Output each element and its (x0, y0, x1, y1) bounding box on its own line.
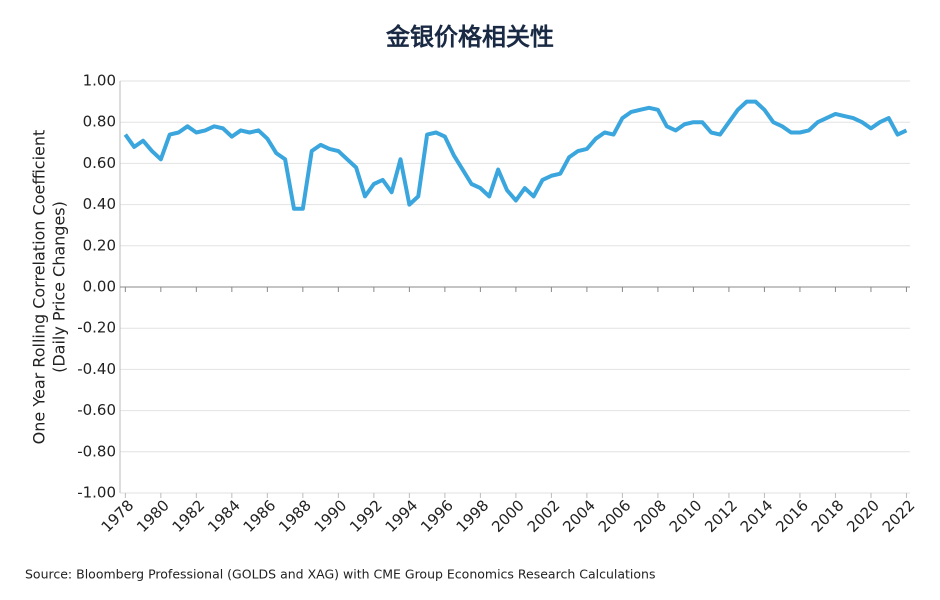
y-tick-label: -1.00 (77, 484, 116, 502)
x-tick-label: 2020 (843, 496, 883, 536)
x-tick-label: 2006 (595, 496, 635, 536)
x-tick-label: 1990 (311, 496, 351, 536)
x-tick-label: 1992 (346, 496, 386, 536)
x-tick-label: 2000 (488, 496, 528, 536)
x-tick-label: 1984 (204, 496, 244, 536)
y-axis-label: (Daily Price Changes) (50, 201, 69, 373)
x-tick-label: 1978 (98, 496, 138, 536)
data-line (123, 99, 908, 211)
y-tick-label: 0.40 (83, 195, 116, 213)
x-tick-label: 1982 (169, 496, 209, 536)
source-note: Source: Bloomberg Professional (GOLDS an… (25, 567, 655, 582)
x-tick-label: 2010 (666, 496, 706, 536)
x-tick-label: 1986 (240, 496, 280, 536)
x-tick-label: 2018 (808, 496, 848, 536)
x-tick-label: 1996 (417, 496, 457, 536)
x-tick-label: 1998 (453, 496, 493, 536)
x-tick-label: 1994 (382, 496, 422, 536)
y-tick-label: -0.40 (77, 360, 116, 378)
y-tick-label: -0.60 (77, 401, 116, 419)
y-tick-label: -0.80 (77, 442, 116, 460)
x-tick-label: 2016 (772, 496, 812, 536)
x-tick-label: 2008 (630, 496, 670, 536)
x-tick-label: 1980 (133, 496, 173, 536)
y-tick-label: 0.60 (83, 154, 116, 172)
chart-title: 金银价格相关性 (385, 23, 554, 51)
x-tick-label: 2012 (701, 496, 741, 536)
y-axis-label: One Year Rolling Correlation Coefficient (30, 130, 49, 445)
x-tick-label: 1988 (275, 496, 315, 536)
y-tick-label: 0.80 (83, 113, 116, 131)
y-tick-label: 0.20 (83, 236, 116, 254)
y-tick-label: 1.00 (83, 72, 116, 90)
y-tick-label: 0.00 (83, 278, 116, 296)
x-tick-label: 2004 (559, 496, 599, 536)
x-tick-label: 2002 (524, 496, 564, 536)
x-tick-label: 2022 (879, 496, 919, 536)
y-tick-label: -0.20 (77, 319, 116, 337)
x-tick-label: 2014 (737, 496, 777, 536)
